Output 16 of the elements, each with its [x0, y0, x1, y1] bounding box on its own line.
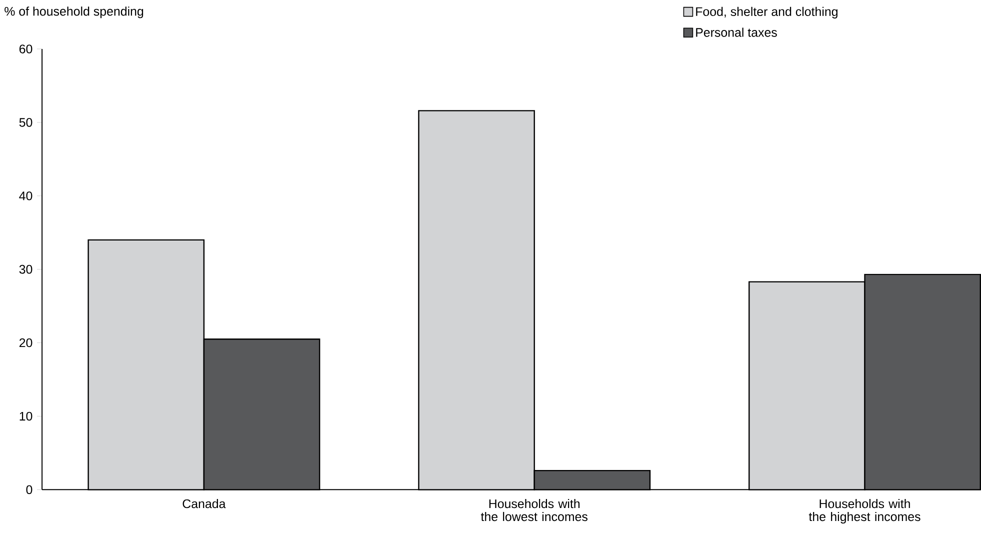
- x-tick-label: Households with the lowest incomes: [480, 499, 588, 522]
- bar: [534, 470, 651, 490]
- y-tick-label: 50: [19, 118, 32, 128]
- y-tick-label: 40: [19, 192, 32, 200]
- bar: [864, 274, 981, 490]
- y-tick-label: 60: [19, 44, 32, 54]
- x-tick-label: Households with the highest incomes: [808, 499, 920, 524]
- legend-label: Personal taxes: [696, 28, 777, 38]
- y-axis-title: % of household spending: [4, 6, 144, 18]
- y-tick-label: 0: [26, 485, 32, 494]
- legend-label: Food, shelter and clothing: [696, 7, 838, 19]
- y-tick-label: 30: [19, 265, 32, 274]
- bar: [203, 338, 320, 490]
- y-tick-label: 20: [19, 338, 32, 348]
- x-tick-label: Canada: [182, 499, 226, 508]
- y-tick-label: 10: [20, 412, 32, 421]
